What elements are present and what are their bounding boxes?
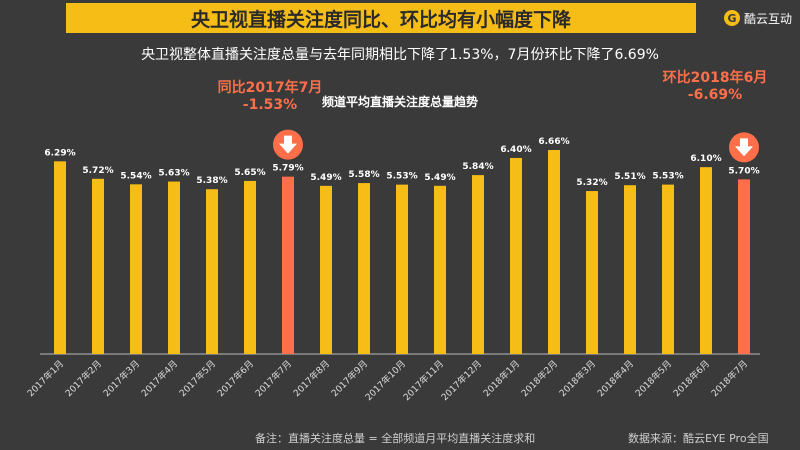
bar xyxy=(472,175,484,354)
data-label: 5.51% xyxy=(614,172,645,182)
bar xyxy=(586,191,598,354)
bar xyxy=(206,189,218,354)
brand-name: 酷云互动 xyxy=(744,11,793,26)
data-label: 5.54% xyxy=(120,171,151,181)
brand-logo-icon: G xyxy=(724,10,740,26)
data-label: 5.63% xyxy=(158,169,189,179)
x-tick-label: 2018年3月 xyxy=(557,358,598,399)
data-source: 数据来源：酷云EYE Pro全国 xyxy=(628,432,769,445)
data-label: 5.53% xyxy=(386,172,417,182)
data-label: 5.49% xyxy=(310,173,341,183)
x-tick-label: 2017年7月 xyxy=(253,358,294,399)
data-label: 5.70% xyxy=(728,166,759,176)
bar xyxy=(434,185,446,354)
data-label: 5.38% xyxy=(196,176,227,186)
bar xyxy=(130,184,142,354)
x-tick-label: 2017年3月 xyxy=(101,358,142,399)
x-tick-label: 2017年1月 xyxy=(25,358,66,399)
x-tick-label: 2017年8月 xyxy=(291,358,332,399)
x-tick-label: 2018年4月 xyxy=(595,358,636,399)
bar xyxy=(358,183,370,354)
bar xyxy=(662,184,674,354)
chart-title: 频道平均直播关注度总量趋势 xyxy=(321,95,478,109)
brand: G 酷云互动 xyxy=(724,7,792,29)
mom-callout-label: 环比2018年6月 xyxy=(662,70,768,86)
bar xyxy=(320,185,332,354)
data-label: 6.29% xyxy=(44,148,75,158)
x-tick-label: 2017年4月 xyxy=(139,358,180,399)
data-label: 5.65% xyxy=(234,168,265,178)
subtitle: 央卫视整体直播关注度总量与去年同期相比下降了1.53%，7月份环比下降了6.69… xyxy=(141,47,659,63)
down-arrow-glyph xyxy=(279,135,297,154)
yoy-callout: 同比2017年7月 -1.53% xyxy=(205,80,335,114)
data-label: 5.58% xyxy=(348,170,379,180)
data-label: 6.40% xyxy=(500,145,531,155)
yoy-callout-label: 同比2017年7月 xyxy=(217,80,323,96)
bar xyxy=(92,178,104,354)
bar xyxy=(548,150,560,354)
x-tick-label: 2017年2月 xyxy=(63,358,104,399)
data-label: 5.84% xyxy=(462,162,493,172)
x-tick-label: 2018年5月 xyxy=(633,358,674,399)
bar xyxy=(700,167,712,354)
bar xyxy=(282,176,294,354)
header-bar: 央卫视直播关注度同比、环比均有小幅度下降 G 酷云互动 xyxy=(0,0,800,38)
page-title: 央卫视直播关注度同比、环比均有小幅度下降 xyxy=(66,3,696,33)
data-label: 5.53% xyxy=(652,172,683,182)
x-tick-label: 2017年6月 xyxy=(215,358,256,399)
data-label: 5.49% xyxy=(424,173,455,183)
yoy-callout-value: -1.53% xyxy=(242,97,298,113)
x-tick-label: 2018年6月 xyxy=(671,358,712,399)
bar xyxy=(624,185,636,354)
x-tick-label: 2017年12月 xyxy=(439,358,485,404)
bar xyxy=(396,184,408,354)
down-arrow-glyph xyxy=(735,138,753,157)
mom-callout-value: -6.69% xyxy=(687,87,743,103)
x-tick-label: 2018年7月 xyxy=(709,358,750,399)
data-label: 6.10% xyxy=(690,154,721,164)
x-tick-label: 2017年5月 xyxy=(177,358,218,399)
bar xyxy=(168,181,180,354)
mom-callout: 环比2018年6月 -6.69% xyxy=(650,70,780,104)
bar xyxy=(510,157,522,354)
data-label: 5.79% xyxy=(272,164,303,174)
x-tick-label: 2017年9月 xyxy=(329,358,370,399)
x-tick-label: 2018年1月 xyxy=(481,358,522,399)
data-label: 5.72% xyxy=(82,166,113,176)
data-label: 6.66% xyxy=(538,137,569,147)
data-label: 5.32% xyxy=(576,178,607,188)
bar xyxy=(244,180,256,354)
bar xyxy=(738,179,750,354)
x-tick-label: 2018年2月 xyxy=(519,358,560,399)
footnote: 备注：直播关注度总量 = 全部频道月平均直播关注度求和 xyxy=(255,432,536,445)
bar xyxy=(54,161,66,354)
